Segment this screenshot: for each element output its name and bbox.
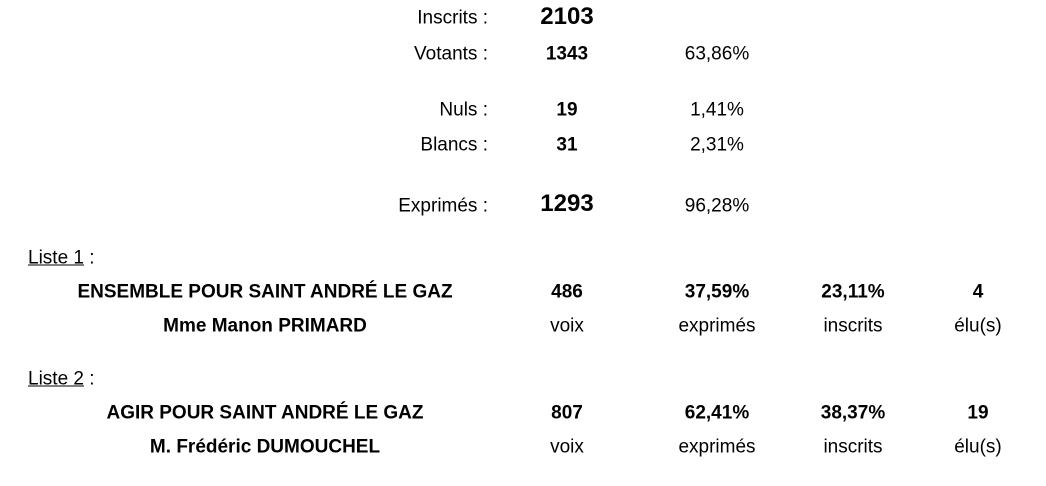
candidate: M. Frédéric DUMOUCHEL — [149, 436, 381, 458]
elus-unit: élu(s) — [954, 315, 1002, 337]
exprimes-unit: exprimés — [678, 436, 756, 458]
elus-unit: élu(s) — [954, 436, 1002, 458]
list-heading: Liste 2 : — [28, 370, 95, 389]
pct-inscrits: 38,37% — [820, 402, 886, 424]
list-heading-suffix: : — [89, 368, 95, 390]
list-name: AGIR POUR SAINT ANDRÉ LE GAZ — [106, 402, 424, 424]
pct-exprimes: 62,41% — [684, 402, 750, 424]
summary-percent: 63,86% — [684, 43, 750, 65]
summary-count: 2103 — [540, 3, 594, 30]
list-heading-text: Liste 1 — [28, 247, 84, 269]
summary-label: Blancs : — [420, 134, 488, 156]
votes: 486 — [551, 281, 583, 303]
summary-label: Exprimés : — [398, 195, 488, 217]
summary-percent: 96,28% — [684, 195, 750, 217]
summary-percent: 1,41% — [690, 99, 744, 121]
exprimes-unit: exprimés — [678, 315, 756, 337]
inscrits-unit: inscrits — [823, 315, 883, 337]
votes-unit: voix — [550, 315, 584, 337]
pct-inscrits: 23,11% — [821, 281, 885, 303]
summary-count: 19 — [556, 99, 578, 121]
list-heading-text: Liste 2 — [28, 368, 84, 390]
summary-label: Inscrits : — [417, 7, 488, 29]
votes-unit: voix — [550, 436, 584, 458]
elus: 19 — [967, 402, 989, 424]
elus: 4 — [972, 281, 984, 303]
summary-percent: 2,31% — [690, 134, 744, 156]
list-name: ENSEMBLE POUR SAINT ANDRÉ LE GAZ — [77, 281, 453, 303]
candidate: Mme Manon PRIMARD — [163, 315, 367, 337]
summary-label: Nuls : — [439, 99, 488, 121]
list-heading-suffix: : — [89, 247, 95, 269]
summary-label: Votants : — [414, 43, 488, 65]
summary-count: 1293 — [540, 190, 594, 217]
list-heading: Liste 1 : — [28, 249, 95, 268]
inscrits-unit: inscrits — [823, 436, 883, 458]
summary-count: 1343 — [545, 43, 589, 65]
summary-count: 31 — [556, 134, 578, 156]
votes: 807 — [551, 402, 583, 424]
pct-exprimes: 37,59% — [684, 281, 750, 303]
